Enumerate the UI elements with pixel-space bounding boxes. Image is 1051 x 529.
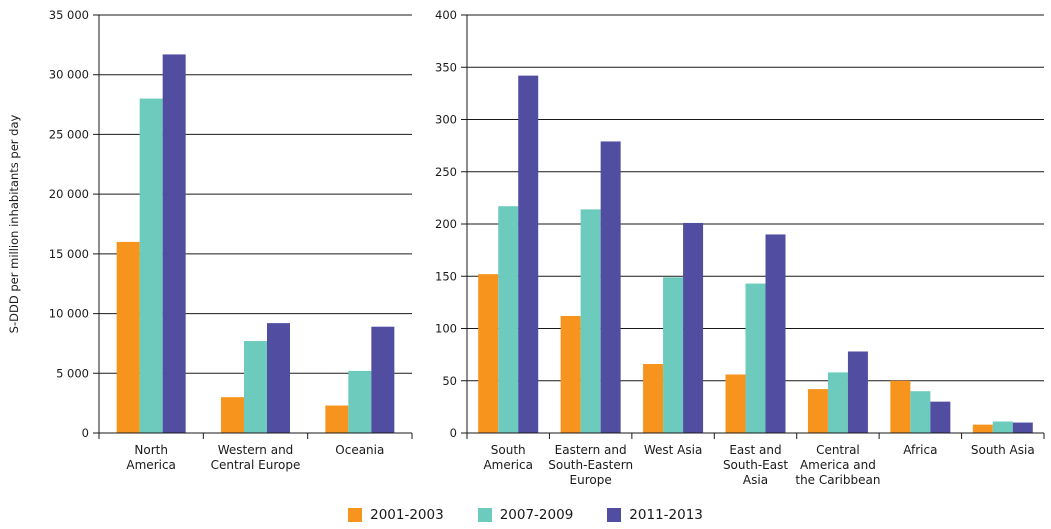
x-category-label: Oceania — [335, 443, 384, 457]
bar — [162, 54, 186, 433]
x-category-label: North America — [126, 443, 176, 472]
bar — [643, 364, 664, 433]
y-tick-label: 5 000 — [56, 366, 89, 380]
bar — [498, 206, 519, 433]
bar — [910, 391, 931, 433]
x-category-label: Eastern and South-Eastern Europe — [548, 443, 633, 487]
bar — [580, 209, 601, 433]
x-category-label: East and South-East Asia — [723, 443, 788, 487]
legend-swatch-2007-2009 — [477, 508, 492, 522]
y-tick-label: 400 — [435, 8, 457, 22]
bar — [600, 141, 621, 433]
legend-label-2011-2013: 2011-2013 — [629, 507, 703, 523]
y-tick-label: 200 — [435, 217, 457, 231]
bar — [221, 397, 244, 433]
legend-item-2011-2013: 2011-2013 — [607, 507, 703, 523]
legend-label-2001-2003: 2001-2003 — [370, 507, 444, 523]
legend: 2001-2003 2007-2009 2011-2013 — [0, 507, 1051, 523]
bar — [683, 222, 704, 433]
y-tick-label: 15 000 — [49, 247, 89, 261]
bar — [1012, 422, 1033, 433]
y-tick-label: 0 — [450, 426, 457, 440]
x-category-label: South America — [483, 443, 533, 472]
y-tick-label: 100 — [435, 322, 457, 336]
y-tick-label: 250 — [435, 165, 457, 179]
legend-item-2001-2003: 2001-2003 — [348, 507, 444, 523]
bar — [765, 234, 786, 433]
bar — [325, 405, 349, 433]
x-category-label: South Asia — [971, 443, 1035, 457]
legend-item-2007-2009: 2007-2009 — [477, 507, 574, 523]
y-tick-label: 150 — [435, 269, 457, 283]
legend-swatch-2001-2003 — [348, 508, 363, 522]
y-tick-label: 20 000 — [49, 187, 89, 201]
bar — [807, 389, 828, 433]
bar — [139, 98, 163, 433]
bar — [518, 75, 539, 434]
x-category-label: Central America and the Caribbean — [795, 443, 880, 487]
bar — [663, 277, 684, 433]
bar — [244, 341, 267, 433]
y-tick-label: 350 — [435, 60, 457, 74]
y-tick-label: 30 000 — [49, 68, 89, 82]
bar — [725, 374, 746, 433]
bar — [116, 241, 140, 433]
bar — [478, 274, 499, 433]
bar — [972, 424, 993, 433]
bar — [930, 401, 951, 433]
y-tick-label: 35 000 — [49, 8, 89, 22]
legend-swatch-2011-2013 — [607, 508, 622, 522]
legend-label-2007-2009: 2007-2009 — [499, 507, 574, 523]
bar — [890, 380, 911, 433]
bar — [745, 283, 766, 433]
y-tick-label: 300 — [435, 113, 457, 127]
y-tick-label: 50 — [442, 374, 457, 388]
y-tick-label: 0 — [82, 426, 89, 440]
bar — [560, 315, 581, 433]
x-category-label: Africa — [903, 443, 937, 457]
x-category-label: Western and Central Europe — [211, 443, 301, 472]
bar — [371, 326, 395, 433]
bar — [827, 372, 848, 433]
bar — [992, 421, 1013, 433]
bar — [348, 370, 372, 433]
y-tick-label: 10 000 — [49, 307, 89, 321]
y-axis-title: S-DDD per million inhabitants per day — [7, 115, 21, 334]
y-tick-label: 25 000 — [49, 127, 89, 141]
bar — [267, 323, 290, 433]
bar — [847, 351, 868, 433]
x-category-label: West Asia — [644, 443, 702, 457]
